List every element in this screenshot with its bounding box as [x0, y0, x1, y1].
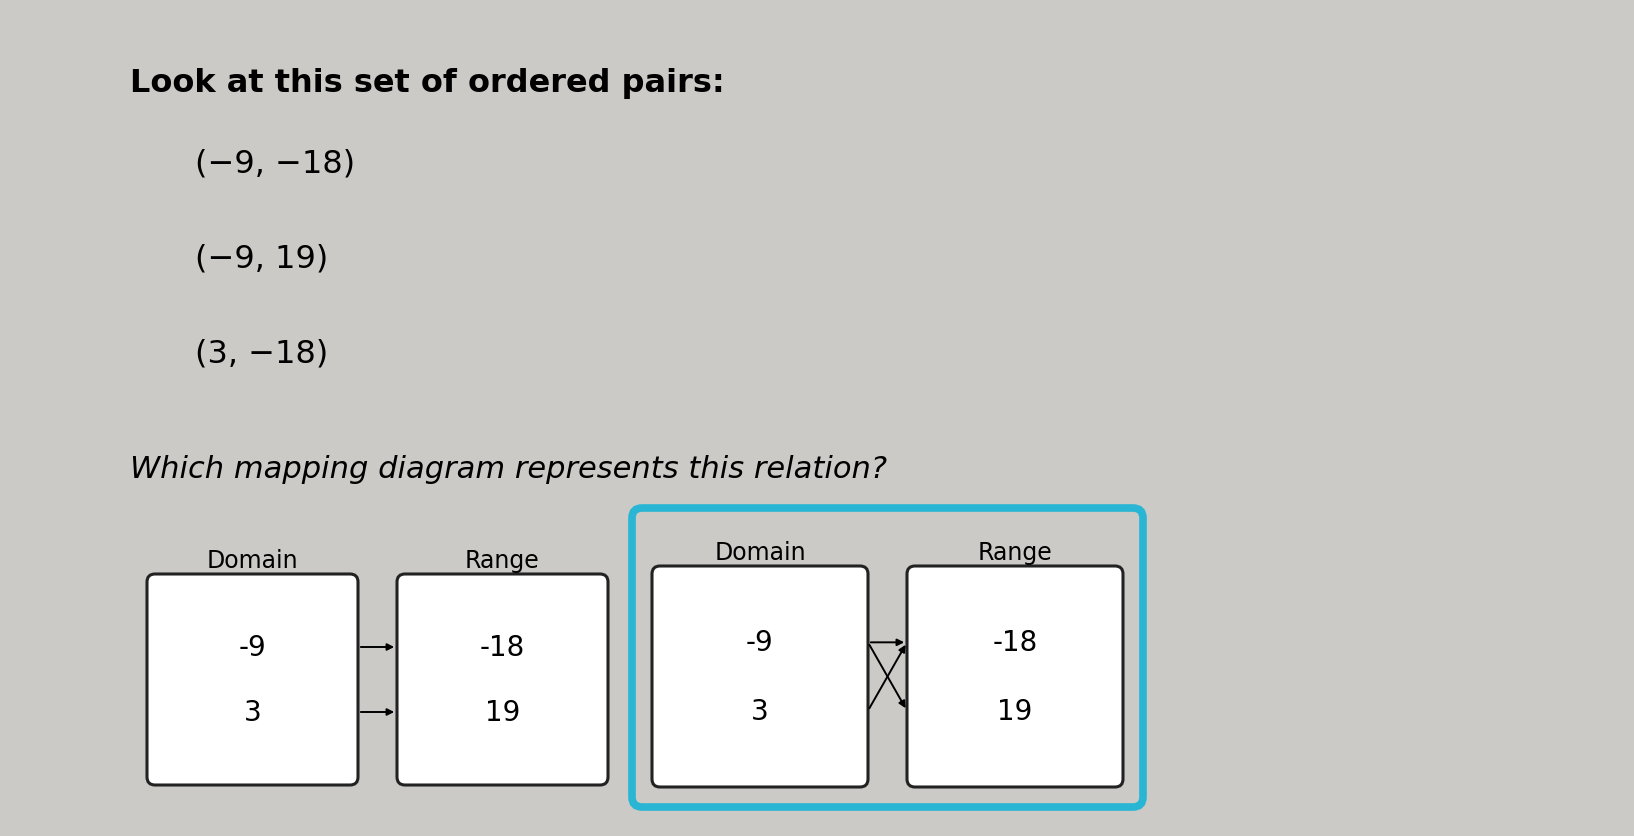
- FancyBboxPatch shape: [397, 574, 608, 785]
- FancyArrowPatch shape: [871, 640, 902, 645]
- Text: 19: 19: [485, 698, 520, 726]
- Text: Range: Range: [977, 540, 1052, 564]
- Text: Range: Range: [466, 548, 539, 573]
- Text: -18: -18: [480, 633, 525, 661]
- Text: (−9, −18): (−9, −18): [194, 148, 355, 179]
- Text: Look at this set of ordered pairs:: Look at this set of ordered pairs:: [131, 68, 725, 99]
- FancyBboxPatch shape: [147, 574, 358, 785]
- Text: (−9, 19): (−9, 19): [194, 242, 328, 273]
- Text: Domain: Domain: [714, 540, 806, 564]
- FancyBboxPatch shape: [907, 566, 1123, 787]
- Text: 3: 3: [752, 697, 770, 725]
- Text: (3, −18): (3, −18): [194, 338, 328, 369]
- FancyBboxPatch shape: [652, 566, 868, 787]
- FancyArrowPatch shape: [361, 645, 392, 650]
- Text: -9: -9: [747, 629, 775, 656]
- Text: 3: 3: [243, 698, 261, 726]
- Text: -18: -18: [992, 629, 1038, 656]
- Text: Which mapping diagram represents this relation?: Which mapping diagram represents this re…: [131, 455, 887, 483]
- FancyArrowPatch shape: [869, 647, 905, 708]
- FancyArrowPatch shape: [361, 710, 392, 715]
- FancyArrowPatch shape: [869, 645, 905, 706]
- Text: 19: 19: [997, 697, 1033, 725]
- Text: -9: -9: [239, 633, 266, 661]
- Text: Domain: Domain: [206, 548, 299, 573]
